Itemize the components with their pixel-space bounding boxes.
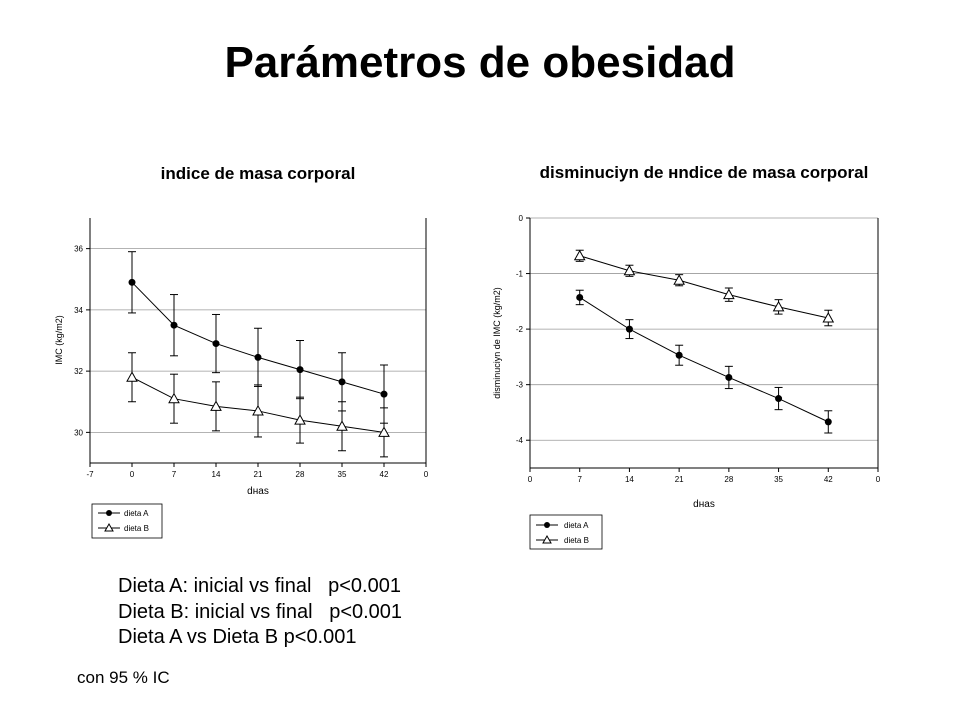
y-tick-label: 30: [74, 428, 83, 437]
data-point-dieta-b: [210, 400, 222, 411]
data-point-dieta-a: [170, 321, 178, 329]
stat-line: Dieta B: inicial vs final p<0.001: [118, 600, 403, 623]
y-tick-label: -4: [516, 436, 524, 445]
chart-1-x-ticks: -7 0 7 14 21 28 35 42 0: [86, 463, 429, 479]
chart-2-title: disminuciуn de нndice de masa corporal: [540, 163, 869, 182]
chart-2-x-ticks: 0 7 14 21 28 35 42 0: [528, 468, 881, 484]
data-point-dieta-b: [168, 392, 180, 404]
chart-1-title: indice de masa corporal: [161, 164, 356, 183]
x-tick-label: 28: [296, 470, 305, 479]
x-tick-label: 14: [625, 475, 634, 484]
x-tick-label: 0: [130, 470, 135, 479]
chart-1-y-axis-label: IMC (kg/m2): [54, 315, 64, 365]
data-point-dieta-a: [338, 378, 346, 386]
data-point-dieta-b: [673, 274, 685, 285]
x-tick-label: 0: [528, 475, 533, 484]
data-point-dieta-a: [296, 366, 304, 374]
chart-2-legend-marker-b: [542, 534, 552, 544]
x-tick-label: 35: [338, 470, 347, 479]
x-tick-label: 0: [876, 475, 881, 484]
chart-2-legend-marker-a: [544, 522, 550, 528]
series-line-dieta-a: [579, 297, 829, 423]
data-point-dieta-a: [576, 293, 584, 301]
chart-1-legend: dieta A dieta B: [91, 503, 163, 539]
data-point-dieta-b: [772, 300, 785, 312]
chart-2-x-axis-label: dнas: [693, 499, 715, 510]
x-tick-label: 42: [380, 470, 389, 479]
chart-1: indice de masa corporal -7 0 7 14 21 28 35 42 0 …: [54, 164, 429, 539]
data-point-dieta-a: [254, 353, 262, 361]
chart-2-plot-area: [530, 218, 878, 468]
chart-2-gridlines: [530, 217, 878, 441]
data-point-dieta-a: [824, 418, 832, 426]
chart-2-y-axis-label: disminuciуn de IMC (kg/m2): [492, 287, 502, 399]
data-point-dieta-a: [380, 390, 388, 398]
x-tick-label: 14: [212, 470, 221, 479]
chart-2-y-ticks: 0 -1 -2 -3 -4: [516, 214, 530, 445]
chart-1-legend-marker-b: [104, 522, 114, 532]
x-tick-label: -7: [86, 470, 94, 479]
y-tick-label: 32: [74, 367, 83, 376]
stats-block: Dieta A: inicial vs final p<0.001 Dieta …: [118, 574, 402, 651]
chart-2: disminuciуn de нndice de masa corporal 0…: [492, 163, 881, 550]
stat-line: Dieta A vs Dieta B p<0.001: [118, 626, 357, 648]
y-tick-label: -1: [516, 270, 524, 279]
data-point-dieta-b: [623, 264, 636, 276]
data-point-dieta-a: [128, 278, 136, 286]
chart-2-legend-box: [529, 514, 603, 550]
data-point-dieta-a: [675, 351, 683, 359]
data-point-dieta-a: [725, 373, 733, 381]
chart-1-legend-box: [91, 503, 163, 539]
y-tick-label: -3: [516, 381, 524, 390]
data-point-dieta-a: [625, 325, 633, 333]
chart-2-legend-label-a: dieta A: [564, 521, 589, 530]
footnote: con 95 % IC: [77, 668, 170, 687]
data-point-dieta-a: [775, 395, 783, 403]
data-point-dieta-b: [378, 426, 390, 437]
y-tick-label: -2: [516, 325, 524, 334]
chart-1-legend-marker-a: [106, 510, 112, 516]
chart-1-x-axis-label: dнas: [247, 486, 269, 497]
x-tick-label: 0: [424, 470, 429, 479]
data-point-dieta-b: [252, 404, 264, 416]
chart-2-series: [573, 249, 835, 434]
chart-1-y-ticks: 30 32 34 36: [74, 245, 90, 437]
data-point-dieta-b: [294, 414, 306, 425]
x-tick-label: 21: [675, 475, 684, 484]
x-tick-label: 7: [577, 475, 582, 484]
x-tick-label: 21: [254, 470, 263, 479]
data-point-dieta-b: [336, 420, 348, 431]
x-tick-label: 35: [774, 475, 783, 484]
chart-2-legend-label-b: dieta B: [564, 536, 589, 545]
data-point-dieta-b: [126, 371, 138, 382]
stat-line: Dieta A: inicial vs final p<0.001: [118, 575, 401, 597]
y-tick-label: 36: [74, 245, 83, 254]
chart-2-legend: dieta A dieta B: [529, 514, 603, 550]
slide-title: Parámetros de obesidad: [224, 38, 736, 87]
data-point-dieta-b: [822, 311, 835, 323]
chart-1-legend-label-b: dieta B: [124, 524, 149, 533]
chart-1-legend-label-a: dieta A: [124, 509, 149, 518]
chart-1-series: [126, 251, 390, 458]
y-tick-label: 34: [74, 306, 83, 315]
data-point-dieta-a: [212, 340, 220, 348]
x-tick-label: 7: [172, 470, 177, 479]
data-point-dieta-b: [723, 288, 735, 300]
data-point-dieta-b: [573, 249, 586, 261]
y-tick-label: 0: [519, 214, 524, 223]
x-tick-label: 28: [724, 475, 733, 484]
series-line-dieta-b: [579, 255, 829, 319]
x-tick-label: 42: [824, 475, 833, 484]
